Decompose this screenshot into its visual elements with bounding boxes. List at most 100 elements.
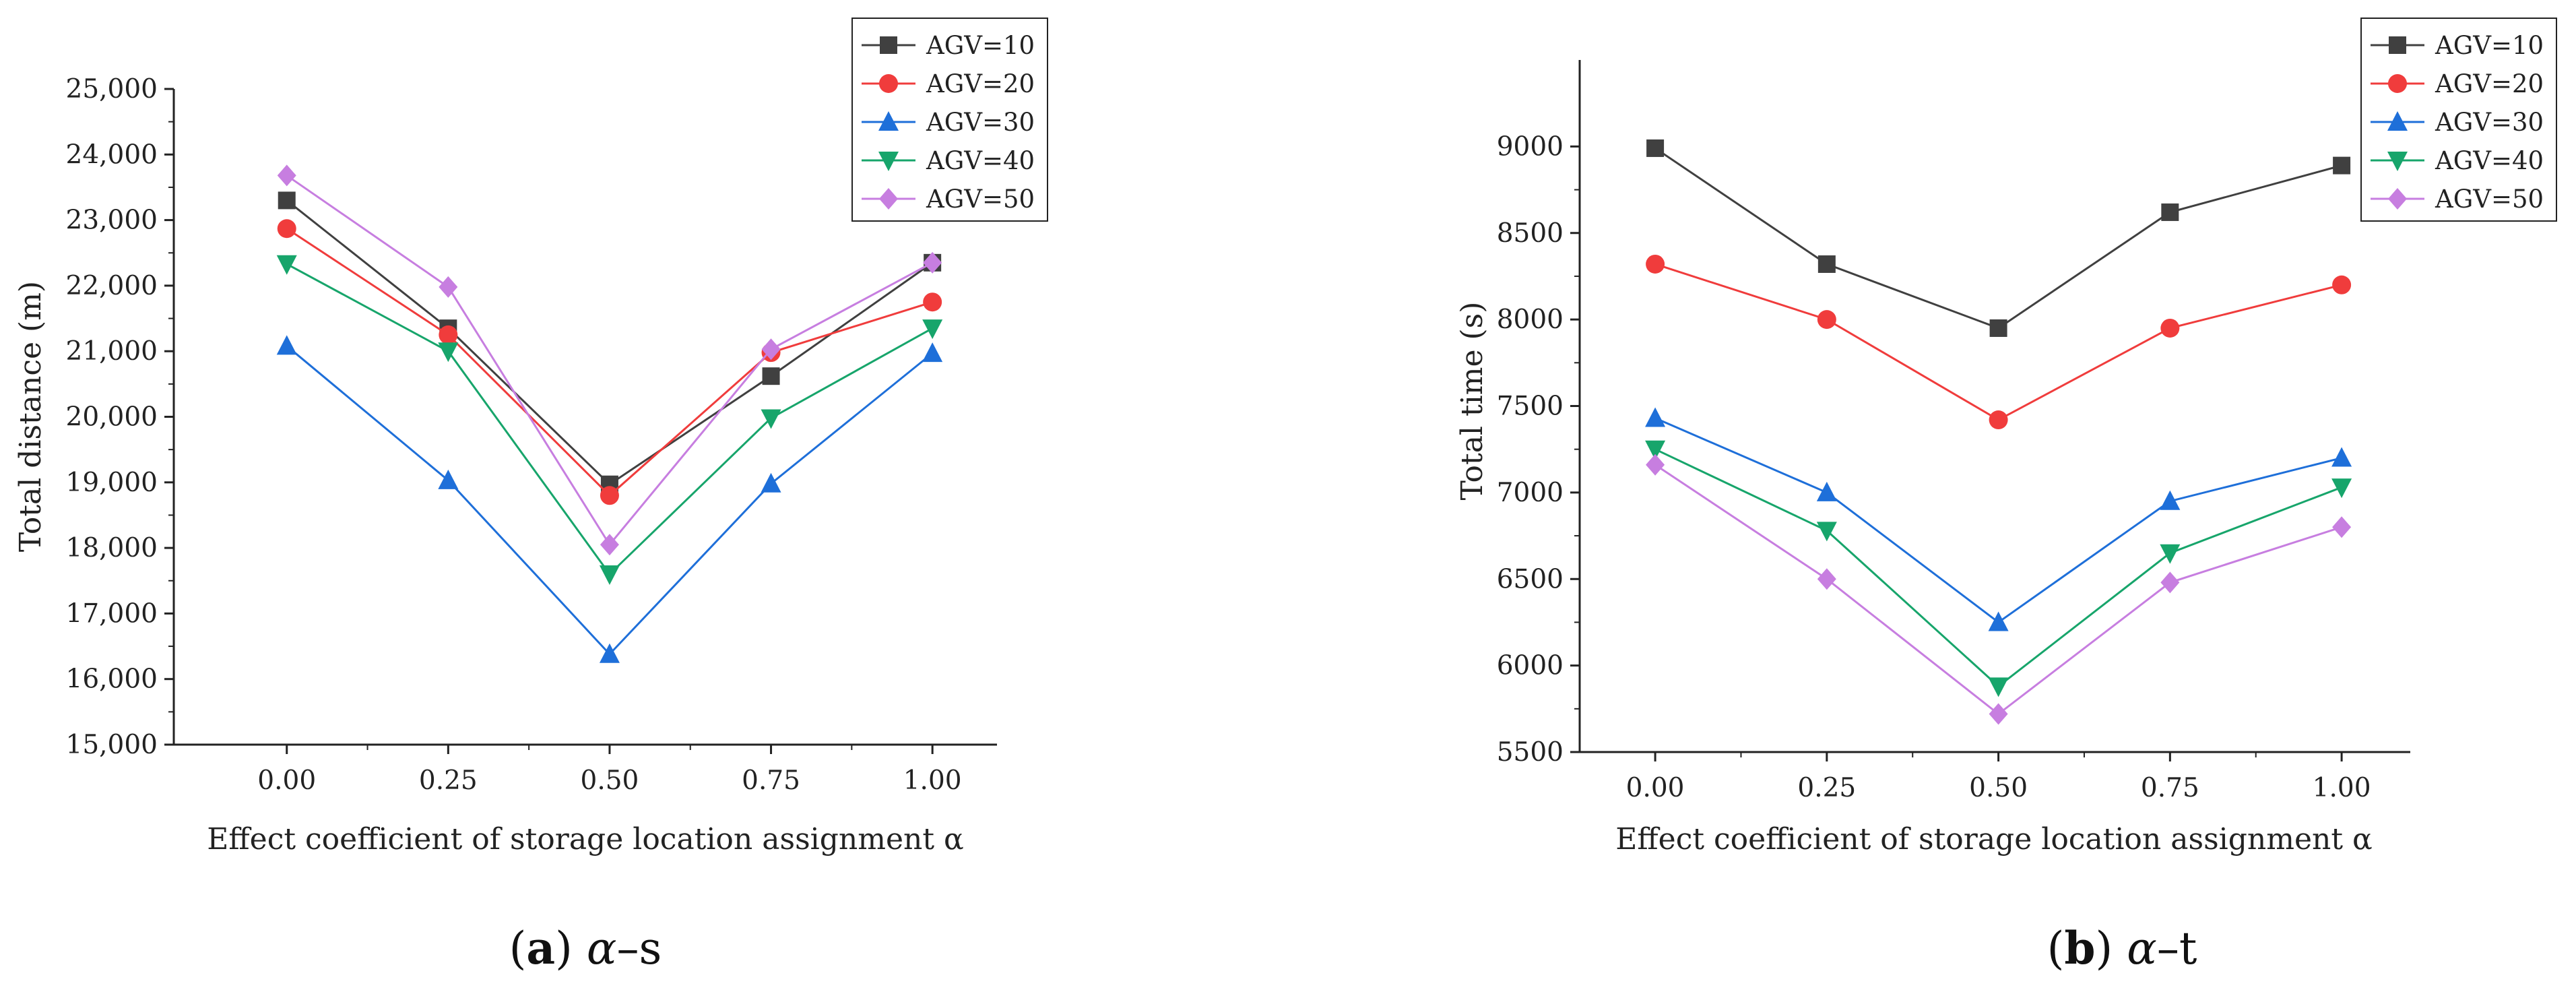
legend-marker: [2388, 74, 2407, 93]
legend-label: AGV=20: [926, 69, 1035, 98]
x-tick-label: 0.75: [2141, 773, 2199, 803]
caption-paren-close: ): [2096, 923, 2127, 974]
data-point: [600, 486, 619, 505]
caption-symbol: α: [587, 923, 617, 974]
legend-marker: [879, 188, 898, 210]
data-point: [599, 643, 620, 663]
y-tick-label: 17,000: [66, 598, 158, 629]
legend-label: AGV=20: [2435, 69, 2544, 98]
caption-paren-open: (: [2047, 923, 2065, 974]
legend-label: AGV=10: [2435, 31, 2544, 60]
data-point: [761, 338, 781, 361]
data-point: [278, 191, 296, 210]
data-point: [1817, 310, 1836, 330]
legend-marker: [880, 36, 897, 54]
y-tick-label: 6500: [1497, 564, 1564, 594]
data-point: [923, 292, 942, 312]
data-point: [1988, 611, 2009, 631]
series-line: [286, 227, 933, 497]
data-point: [439, 276, 458, 298]
caption-letter: a: [526, 922, 555, 974]
y-tick-label: 25,000: [66, 74, 158, 104]
legend-label: AGV=40: [2435, 146, 2544, 175]
data-point: [923, 251, 942, 274]
y-axis-title: Total time (s): [1455, 302, 1489, 501]
data-point: [438, 469, 459, 489]
y-axis-title: Total distance (m): [13, 281, 48, 552]
data-point: [2160, 318, 2180, 338]
caption-letter: b: [2064, 922, 2095, 974]
y-tick-label: 24,000: [66, 139, 158, 170]
data-point: [2332, 516, 2352, 538]
y-tick-label: 20,000: [66, 402, 158, 433]
y-tick-label: 6000: [1497, 651, 1564, 681]
series-line: [286, 263, 933, 576]
data-point: [438, 342, 459, 363]
legend-label: AGV=50: [926, 185, 1035, 214]
data-point: [1989, 319, 2007, 337]
caption-paren-open: (: [509, 923, 527, 974]
data-point: [276, 335, 297, 355]
y-tick-label: 5500: [1497, 737, 1564, 768]
legend-marker: [878, 152, 899, 171]
legend-label: AGV=30: [926, 108, 1035, 137]
chart-panel-b: 5500 6000 6500 7000 7500 8000 8500 9000 0.00 0.25…: [1455, 18, 2557, 974]
x-tick-label: 0.00: [257, 766, 316, 796]
legend-label: AGV=30: [2435, 108, 2544, 137]
data-point: [922, 319, 943, 340]
y-tick-label: 9000: [1497, 131, 1564, 162]
panel-caption: (a) α–s: [509, 922, 662, 974]
data-point: [761, 409, 781, 429]
y-tick-label: 8500: [1497, 218, 1564, 249]
data-point: [1646, 139, 1665, 157]
y-tick-label: 18,000: [66, 533, 158, 563]
caption-suffix: –t: [2157, 923, 2197, 974]
data-point: [922, 342, 943, 363]
data-point: [2332, 275, 2352, 294]
y-tick-label: 22,000: [66, 271, 158, 301]
data-point: [1817, 255, 1836, 273]
x-tick-label: 0.25: [1797, 773, 1856, 803]
chart-panel-a: 15,000 16,000 17,000 18,000 19,000 20,000 21,0…: [13, 18, 1048, 974]
data-point: [762, 367, 780, 385]
series-line: [1654, 417, 2342, 624]
data-point: [1817, 568, 1836, 590]
y-tick-label: 7500: [1497, 392, 1564, 422]
x-tick-label: 0.75: [742, 766, 800, 796]
legend-label: AGV=40: [926, 146, 1035, 175]
x-axis-title: Effect coefficient of storage location a…: [1615, 822, 2372, 856]
legend-marker: [2387, 152, 2408, 171]
data-point: [1645, 407, 1666, 427]
data-point: [1989, 410, 2008, 430]
legend-label: AGV=50: [2435, 185, 2544, 214]
data-point: [761, 472, 781, 493]
x-tick-label: 0.50: [581, 766, 639, 796]
y-tick-label: 15,000: [66, 730, 158, 760]
x-tick-label: 1.00: [903, 766, 962, 796]
data-point: [2160, 544, 2181, 564]
data-point: [1816, 522, 1837, 542]
legend-marker: [2388, 188, 2407, 210]
data-point: [599, 565, 620, 586]
data-point: [1988, 677, 2009, 697]
data-point: [2160, 490, 2181, 510]
x-tick-label: 0.25: [419, 766, 478, 796]
caption-paren-close: ): [555, 923, 587, 974]
data-point: [277, 219, 296, 239]
data-point: [439, 325, 458, 344]
legend-marker: [879, 74, 898, 93]
legend-marker: [2387, 111, 2408, 131]
series-line: [1654, 147, 2342, 330]
x-tick-label: 0.50: [1969, 773, 2028, 803]
data-point: [2331, 447, 2352, 467]
data-point: [276, 255, 297, 275]
legend-marker: [2389, 36, 2406, 54]
data-point: [2161, 203, 2179, 221]
data-point: [2331, 478, 2352, 499]
data-point: [600, 534, 619, 556]
x-axis-title: Effect coefficient of storage location a…: [207, 822, 963, 856]
data-point: [1646, 254, 1665, 274]
series-line: [1654, 263, 2342, 421]
data-point: [2333, 156, 2351, 175]
